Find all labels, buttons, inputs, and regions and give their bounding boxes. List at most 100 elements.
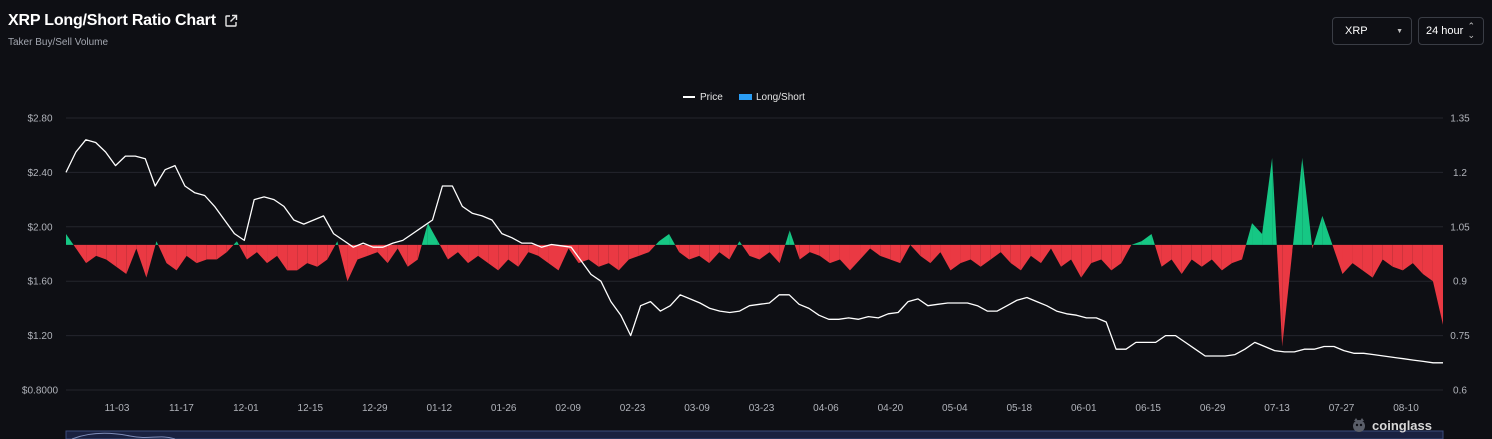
long-short-area-positive xyxy=(1131,241,1142,245)
caret-down-icon: ▼ xyxy=(1396,27,1403,35)
long-short-area-negative xyxy=(849,244,861,271)
long-short-area-positive xyxy=(155,241,157,245)
long-short-area-negative xyxy=(457,244,469,264)
long-short-area-negative xyxy=(699,244,710,264)
price-legend-label: Price xyxy=(700,92,723,103)
x-tick-label: 03-23 xyxy=(749,403,775,414)
long-short-area-negative xyxy=(1201,244,1212,267)
left-y-axis: $2.80 $2.40 $2.00 $1.60 $1.20 $0.8000 xyxy=(22,114,59,397)
legend-item-price[interactable]: Price xyxy=(683,92,723,103)
long-short-area-negative xyxy=(1362,244,1373,278)
long-short-area-negative xyxy=(307,244,318,267)
x-tick-label: 01-12 xyxy=(426,403,452,414)
long-short-area-positive xyxy=(236,241,239,245)
chart-controls: XRP ▼ 24 hour ⌃ ⌄ xyxy=(1332,17,1484,45)
long-short-area-negative xyxy=(1101,244,1112,271)
long-short-area-negative xyxy=(407,244,418,267)
coin-select[interactable]: XRP ▼ xyxy=(1332,17,1412,45)
long-short-area-negative xyxy=(890,244,901,264)
long-short-area-negative xyxy=(1402,244,1413,271)
long-short-area-negative xyxy=(970,244,981,267)
long-short-area-negative xyxy=(794,244,800,260)
y-left-tick-label: $1.60 xyxy=(27,277,52,288)
long-short-area-negative xyxy=(1081,244,1092,278)
long-short-area-negative xyxy=(246,244,257,260)
long-short-area-positive xyxy=(437,241,440,245)
long-short-area-negative xyxy=(1342,244,1353,274)
price-line xyxy=(65,139,1443,364)
y-right-tick-label: 1.35 xyxy=(1450,114,1470,125)
coinglass-brand: coinglass xyxy=(1350,416,1432,434)
coin-select-value: XRP xyxy=(1345,25,1368,37)
long-short-area-negative xyxy=(73,244,77,249)
y-right-tick-label: 0.6 xyxy=(1453,386,1467,397)
long-short-area-negative xyxy=(1161,244,1172,267)
long-short-area-negative xyxy=(1020,244,1031,271)
long-short-area-positive xyxy=(1313,215,1323,245)
navigator-preview-line xyxy=(71,432,176,439)
long-short-area-negative xyxy=(741,244,750,256)
long-short-area-negative xyxy=(675,244,680,253)
up-down-chevron-icon: ⌃ ⌄ xyxy=(1467,21,1475,40)
x-tick-label: 12-01 xyxy=(233,403,259,414)
long-short-area-negative xyxy=(397,244,408,267)
long-short-area-negative xyxy=(1154,244,1162,267)
long-short-area-negative xyxy=(1282,244,1293,347)
long-short-area-negative xyxy=(749,244,760,260)
long-short-area-negative xyxy=(468,244,479,264)
long-short-area-negative xyxy=(226,244,234,253)
long-short-area-negative xyxy=(76,244,87,264)
long-short-area-positive xyxy=(1302,157,1312,245)
long-short-area-negative xyxy=(548,244,559,271)
x-tick-label: 07-13 xyxy=(1264,403,1290,414)
long-short-area-negative xyxy=(960,244,971,264)
long-short-area-negative xyxy=(638,244,649,256)
long-short-area-negative xyxy=(1332,244,1343,274)
x-tick-label: 02-09 xyxy=(555,403,581,414)
coinglass-logo-icon xyxy=(1353,418,1366,432)
long-short-area-negative xyxy=(1312,244,1314,249)
long-short-area-negative xyxy=(1000,244,1011,264)
external-link-icon[interactable] xyxy=(224,14,238,28)
long-short-area-negative xyxy=(779,244,786,264)
y-right-tick-label: 0.9 xyxy=(1453,277,1467,288)
long-short-area-negative xyxy=(558,244,569,271)
chart-legend: Price Long/Short xyxy=(683,92,805,103)
y-left-tick-label: $1.20 xyxy=(27,331,52,342)
long-short-area-negative xyxy=(96,244,107,260)
long-short-area-negative xyxy=(106,244,117,267)
long-short-area-negative xyxy=(598,244,609,267)
long-short-area-positive xyxy=(789,230,795,245)
long-short-area-negative xyxy=(287,244,298,271)
long-short-area-negative xyxy=(930,244,941,264)
long-short-area-negative xyxy=(1352,244,1363,271)
long-short-area-positive xyxy=(1151,234,1155,245)
long-short-area-negative xyxy=(518,244,529,267)
long-short-area-negative xyxy=(528,244,539,256)
period-select[interactable]: 24 hour ⌃ ⌄ xyxy=(1418,17,1484,45)
x-tick-label: 05-04 xyxy=(942,403,968,414)
y-right-tick-label: 1.2 xyxy=(1453,168,1467,179)
long-short-area-positive xyxy=(427,223,438,245)
long-short-area-negative xyxy=(439,244,448,260)
long-short-area-negative xyxy=(1010,244,1021,271)
y-left-tick-label: $0.8000 xyxy=(22,386,59,397)
long-short-area-negative xyxy=(238,244,247,260)
x-tick-label: 04-20 xyxy=(878,403,904,414)
long-short-area-negative xyxy=(1292,244,1294,253)
x-tick-label: 03-09 xyxy=(684,403,710,414)
legend-item-long-short[interactable]: Long/Short xyxy=(739,92,805,103)
long-short-area-negative xyxy=(628,244,639,260)
long-short-area-positive xyxy=(1293,157,1303,245)
long-short-area-negative xyxy=(126,244,137,274)
range-navigator[interactable] xyxy=(65,430,1444,439)
x-axis: 11-03 11-17 12-01 12-15 12-29 01-12 01-26 02-09… xyxy=(105,403,1420,414)
long-short-area-positive xyxy=(233,241,237,245)
long-short-area-negative xyxy=(618,244,629,271)
long-short-area-negative xyxy=(1392,244,1403,271)
long-short-area-negative xyxy=(196,244,207,264)
long-short-area-positive xyxy=(737,241,740,245)
long-short-area-negative xyxy=(186,244,197,264)
long-short-area-negative xyxy=(357,244,368,260)
long-short-area-negative xyxy=(417,244,422,260)
